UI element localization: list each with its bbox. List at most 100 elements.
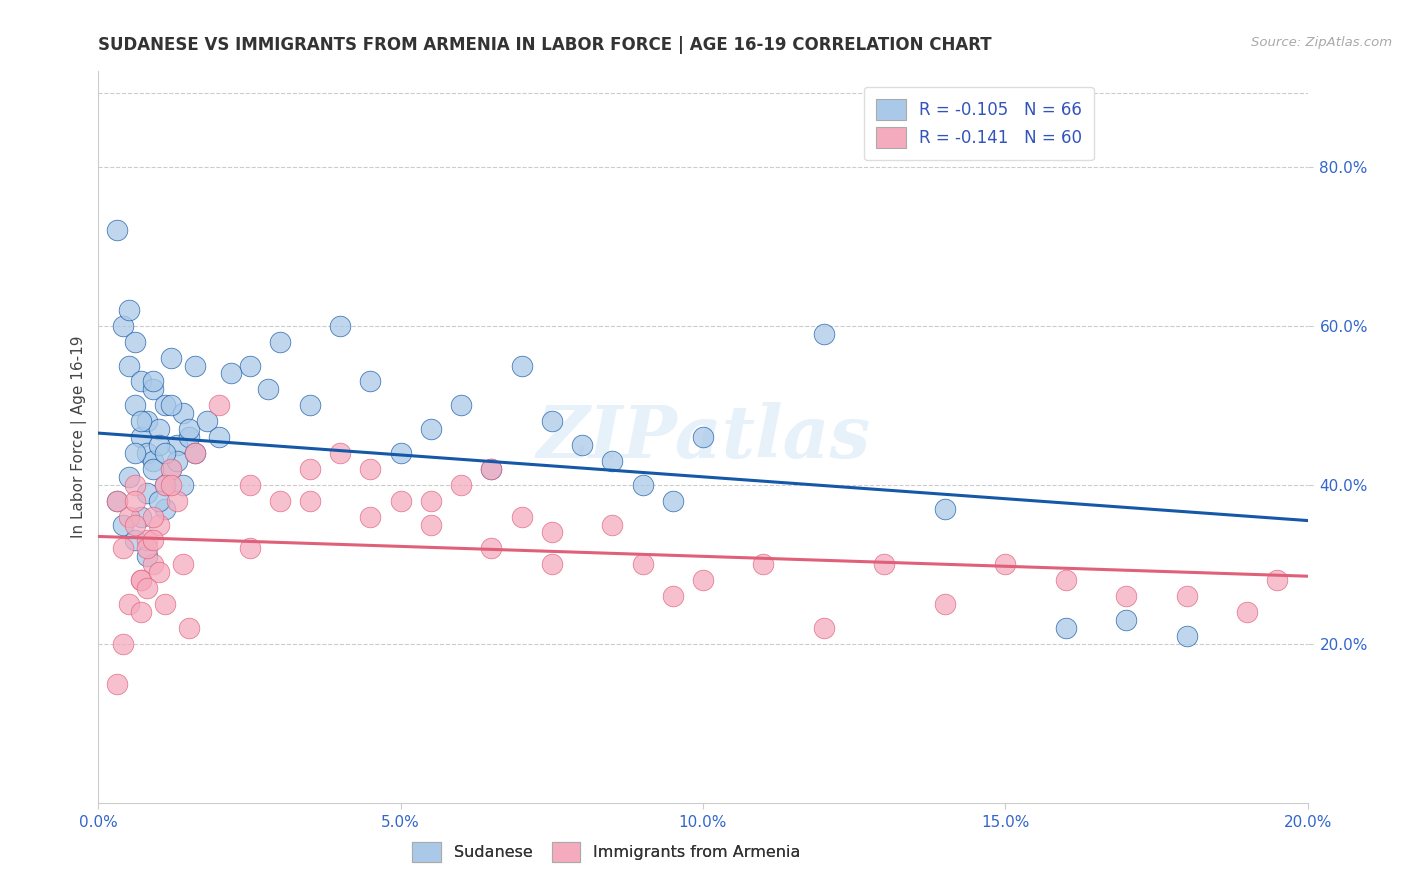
Point xyxy=(124,398,146,412)
Point xyxy=(934,597,956,611)
Point xyxy=(602,517,624,532)
Point xyxy=(118,359,141,373)
Point xyxy=(994,558,1017,572)
Point xyxy=(1267,573,1289,587)
Point xyxy=(934,501,956,516)
Point xyxy=(510,509,533,524)
Point xyxy=(148,566,170,580)
Point xyxy=(153,501,176,516)
Point xyxy=(360,509,382,524)
Point xyxy=(184,446,207,460)
Point xyxy=(135,533,157,548)
Point xyxy=(184,446,207,460)
Point xyxy=(208,430,231,444)
Point xyxy=(299,493,322,508)
Point xyxy=(299,398,322,412)
Point xyxy=(105,493,128,508)
Point xyxy=(135,549,157,564)
Point xyxy=(148,517,170,532)
Point xyxy=(172,477,194,491)
Point xyxy=(1115,589,1137,603)
Point xyxy=(179,422,201,436)
Point xyxy=(1054,621,1077,635)
Point xyxy=(166,454,188,468)
Point xyxy=(420,422,443,436)
Point xyxy=(1115,613,1137,627)
Point xyxy=(124,334,146,349)
Point xyxy=(105,676,128,690)
Point xyxy=(179,621,201,635)
Text: Source: ZipAtlas.com: Source: ZipAtlas.com xyxy=(1251,36,1392,49)
Point xyxy=(142,533,165,548)
Point xyxy=(129,573,152,587)
Point xyxy=(153,477,176,491)
Point xyxy=(124,493,146,508)
Point xyxy=(129,414,152,428)
Point xyxy=(142,462,165,476)
Point xyxy=(631,477,654,491)
Point xyxy=(221,367,243,381)
Point xyxy=(148,438,170,452)
Point xyxy=(571,438,593,452)
Point xyxy=(602,454,624,468)
Point xyxy=(269,493,291,508)
Point xyxy=(166,493,188,508)
Point xyxy=(420,517,443,532)
Point xyxy=(540,558,562,572)
Point xyxy=(124,477,146,491)
Point xyxy=(299,462,322,476)
Point xyxy=(111,318,134,333)
Point xyxy=(813,621,835,635)
Point xyxy=(118,509,141,524)
Point xyxy=(631,558,654,572)
Point xyxy=(450,398,472,412)
Point xyxy=(111,637,134,651)
Point xyxy=(142,375,165,389)
Point xyxy=(148,493,170,508)
Point xyxy=(135,446,157,460)
Legend: Sudanese, Immigrants from Armenia: Sudanese, Immigrants from Armenia xyxy=(406,836,807,868)
Y-axis label: In Labor Force | Age 16-19: In Labor Force | Age 16-19 xyxy=(72,335,87,539)
Point xyxy=(420,493,443,508)
Point xyxy=(389,446,412,460)
Text: SUDANESE VS IMMIGRANTS FROM ARMENIA IN LABOR FORCE | AGE 16-19 CORRELATION CHART: SUDANESE VS IMMIGRANTS FROM ARMENIA IN L… xyxy=(98,36,993,54)
Point xyxy=(450,477,472,491)
Point xyxy=(239,541,262,556)
Point xyxy=(481,541,503,556)
Point xyxy=(129,509,152,524)
Point xyxy=(692,430,714,444)
Point xyxy=(135,581,157,595)
Point xyxy=(662,589,685,603)
Point xyxy=(179,430,201,444)
Point xyxy=(172,558,194,572)
Point xyxy=(239,359,262,373)
Point xyxy=(160,351,183,365)
Point xyxy=(153,477,176,491)
Point xyxy=(118,597,141,611)
Point xyxy=(142,383,165,397)
Point xyxy=(148,422,170,436)
Point xyxy=(124,533,146,548)
Point xyxy=(1236,605,1258,619)
Point xyxy=(135,414,157,428)
Point xyxy=(160,477,183,491)
Point xyxy=(105,493,128,508)
Point xyxy=(360,462,382,476)
Point xyxy=(540,525,562,540)
Point xyxy=(692,573,714,587)
Point xyxy=(118,470,141,484)
Point xyxy=(153,398,176,412)
Point xyxy=(118,302,141,317)
Point xyxy=(111,517,134,532)
Point xyxy=(142,558,165,572)
Point xyxy=(1054,573,1077,587)
Point xyxy=(142,454,165,468)
Point xyxy=(1175,629,1198,643)
Point xyxy=(329,446,352,460)
Point xyxy=(510,359,533,373)
Point xyxy=(329,318,352,333)
Point xyxy=(160,398,183,412)
Point xyxy=(129,573,152,587)
Point xyxy=(124,517,146,532)
Point xyxy=(129,375,152,389)
